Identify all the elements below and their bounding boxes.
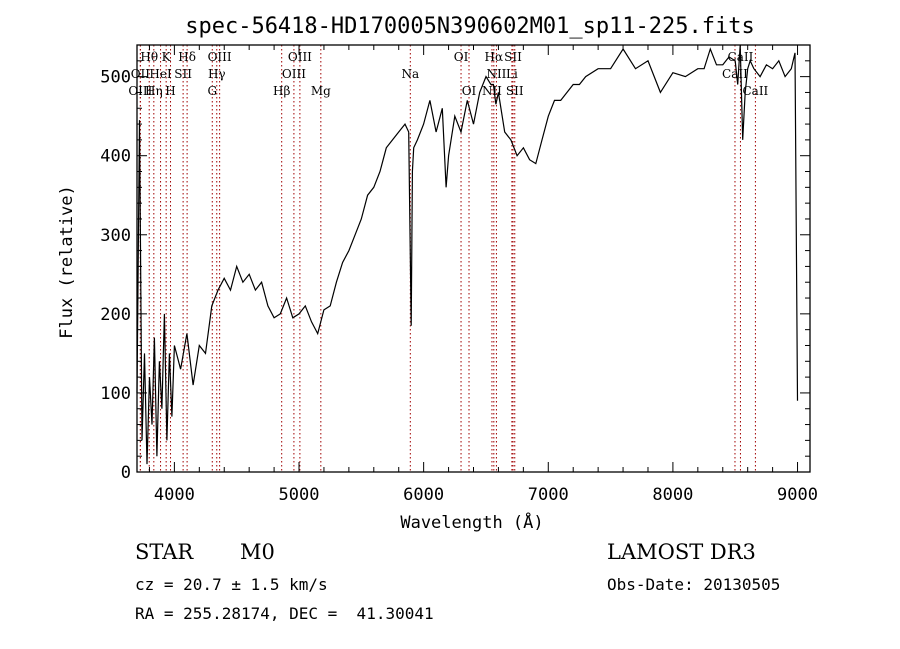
x-axis-label: Wavelength (Å) [400,511,543,533]
line-label: K [162,50,172,64]
x-tick-label: 9000 [777,485,818,505]
line-label: Na [401,67,419,81]
y-tick-label: 400 [100,147,131,167]
line-label: HeI [149,67,172,81]
line-label: OIII [282,67,306,81]
y-tick-label: 300 [100,226,131,246]
line-label: OII [131,67,151,81]
line-label: OI [462,84,477,98]
line-label: CaII [722,67,748,81]
line-label: OI [454,50,469,64]
line-label: SII [174,67,192,81]
plot-frame [136,44,811,473]
object-subclass: M0 [240,540,275,564]
observation-date: Obs-Date: 20130505 [607,575,781,594]
line-label: Hθ [140,50,158,64]
line-label: NII [486,67,506,81]
sky-coordinates: RA = 255.28174, DEC = 41.30041 [135,604,434,623]
line-label: Hη [145,84,163,98]
line-label: OIII [128,84,152,98]
line-label: OIII [208,50,232,64]
line-label: SII [504,50,522,64]
line-label: Hγ [208,67,226,81]
line-markers [139,45,756,472]
y-axis-label: Flux (relative) [57,185,77,339]
axis-ticks: 4000 5000 6000 7000 8000 9000 0 100 200 300 400 500 [100,45,818,505]
survey-name: LAMOST DR3 [607,540,756,564]
y-tick-label: 500 [100,68,131,88]
line-label: CaII [742,84,768,98]
line-label: Mg [311,84,331,98]
line-label: Hδ [178,50,196,64]
line-label: Li [506,67,518,81]
y-tick-label: 100 [100,384,131,404]
y-tick-label: 0 [121,463,131,483]
y-tick-label: 200 [100,305,131,325]
line-label: OIII [288,50,312,64]
x-tick-label: 5000 [279,485,320,505]
x-tick-label: 6000 [403,485,444,505]
x-tick-label: 7000 [528,485,569,505]
line-label: NII [482,84,502,98]
line-label: SII [506,84,524,98]
chart-title: spec-56418-HD170005N390602M01_sp11-225.f… [185,14,755,39]
spectrum-line [136,44,799,465]
line-label: Hα [485,50,504,64]
line-label: G [207,84,217,98]
x-tick-label: 4000 [154,485,195,505]
object-class: STAR [135,540,194,564]
line-label: H [165,84,175,98]
redshift-velocity: cz = 20.7 ± 1.5 km/s [135,575,328,594]
line-label: Hβ [273,84,290,98]
x-tick-label: 8000 [652,485,693,505]
